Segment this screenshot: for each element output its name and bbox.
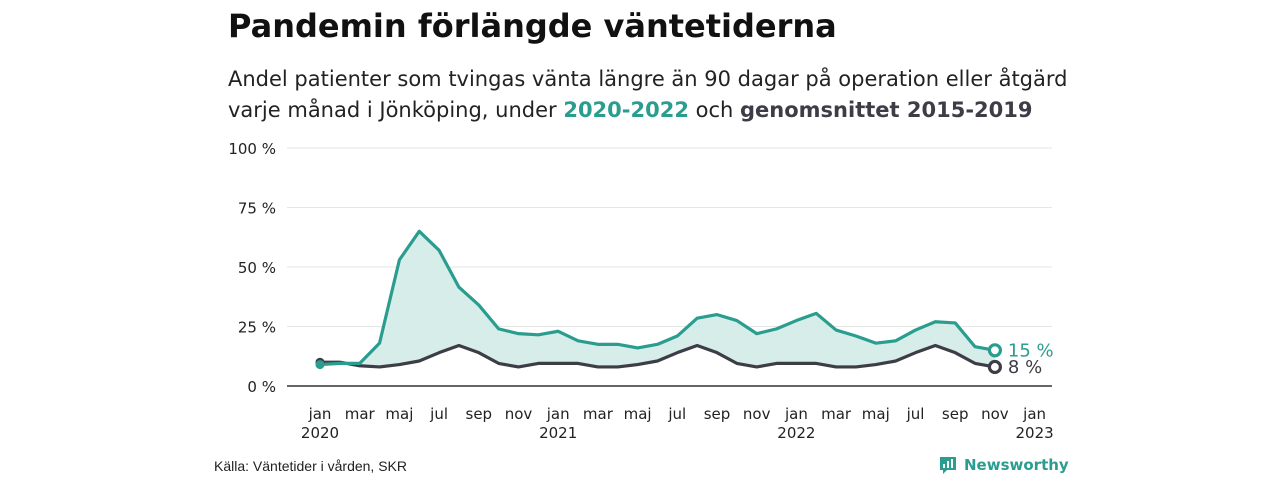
y-tick-label: 100 % [228, 140, 276, 158]
subtitle-series-2020-2022: 2020-2022 [563, 98, 689, 122]
y-tick-label: 75 % [238, 200, 276, 218]
series-end-point-average [987, 359, 1003, 375]
y-tick-label: 50 % [238, 259, 276, 277]
x-tick-label-month: jul [906, 405, 925, 423]
source-note: Källa: Väntetider i vården, SKR [214, 458, 407, 474]
x-tick-label-month: jan [308, 405, 332, 423]
chart-title: Pandemin förlängde väntetiderna [228, 7, 837, 45]
subtitle-text: varje månad i Jönköping, under [228, 98, 564, 122]
y-tick-label: 0 % [247, 378, 276, 396]
brand-logo: Newsworthy [938, 455, 1069, 475]
end-label-2020-2022: 15 % [1008, 340, 1054, 361]
x-tick-label-month: jan [784, 405, 808, 423]
x-tick-label-month: mar [583, 405, 614, 423]
x-tick-label-month: sep [704, 405, 731, 423]
series-end-point-2020-2022 [987, 343, 1003, 358]
x-tick-label-month: nov [981, 405, 1009, 423]
end-label-average: 8 % [1008, 357, 1042, 378]
x-tick-label-month: sep [466, 405, 493, 423]
subtitle-line-2: varje månad i Jönköping, under 2020-2022… [228, 95, 1068, 126]
series-lines [318, 229, 997, 369]
series-line-average-2015-2019 [318, 343, 997, 369]
subtitle-line-1: Andel patienter som tvingas vänta längre… [228, 67, 1068, 91]
brand-name: Newsworthy [964, 456, 1069, 474]
x-tick-label-month: nov [743, 405, 771, 423]
x-tick-label-month: mar [345, 405, 376, 423]
x-tick-label-month: sep [942, 405, 969, 423]
series-markers: 15 %8 % [315, 340, 1054, 378]
area-between-series [320, 231, 995, 367]
x-tick-label-year: 2022 [777, 424, 815, 442]
x-tick-label-month: maj [862, 405, 890, 423]
series-line-2020-2022 [318, 229, 997, 367]
x-tick-label-month: jul [429, 405, 448, 423]
x-tick-label-year: 2021 [539, 424, 577, 442]
x-tick-label-month: jul [667, 405, 686, 423]
y-axis-ticks: 0 % 25 % 50 % 75 % 100 % [228, 140, 276, 396]
x-tick-label-month: maj [624, 405, 652, 423]
difference-area [320, 231, 995, 367]
subtitle-series-average: genomsnittet 2015-2019 [740, 98, 1033, 122]
x-tick-label-year: 2023 [1016, 424, 1054, 442]
x-tick-label-month: mar [821, 405, 852, 423]
x-tick-label-month: nov [505, 405, 533, 423]
x-tick-label-month: jan [1022, 405, 1046, 423]
series-start-point-2020-2022 [315, 360, 325, 370]
subtitle-connector: och [688, 98, 741, 122]
x-tick-label-month: jan [546, 405, 570, 423]
chart-subtitle: Andel patienter som tvingas vänta längre… [228, 64, 1068, 126]
x-tick-label-month: maj [385, 405, 413, 423]
y-tick-label: 25 % [238, 319, 276, 337]
x-tick-label-year: 2020 [301, 424, 339, 442]
newsworthy-logo-icon [940, 457, 956, 474]
